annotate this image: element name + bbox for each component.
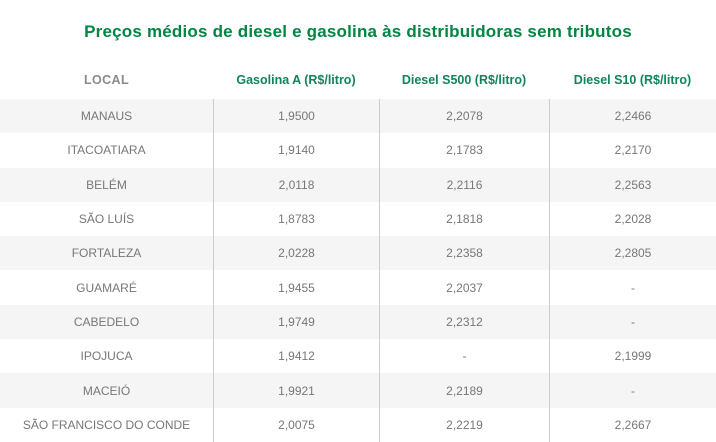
cell-local: SÃO LUÍS: [78, 212, 135, 227]
table-row: SÃO LUÍS 1,8783 2,1818 2,2028: [0, 201, 716, 237]
table-body: MANAUS 1,9500 2,2078 2,2466 ITACOATIARA 1,914…: [0, 99, 716, 442]
cell-gasolina-a: 1,9412: [213, 339, 379, 374]
cell-gasolina-a: 1,8783: [213, 201, 379, 237]
cell-diesel-s10: 2,2170: [549, 133, 716, 168]
cell-gasolina-a: 2,0118: [213, 167, 379, 202]
cell-diesel-s500: 2,2219: [379, 407, 549, 442]
cell-diesel-s500: 2,2312: [379, 304, 549, 340]
table-header-row: LOCAL Gasolina A (R$/litro) Diesel S500 …: [0, 60, 716, 99]
cell-diesel-s10: 2,2466: [549, 99, 716, 134]
cell-local: ITACOATIARA: [67, 143, 146, 158]
cell-diesel-s10: 2,2028: [549, 201, 716, 237]
fuel-prices-table: LOCAL Gasolina A (R$/litro) Diesel S500 …: [0, 60, 716, 442]
cell-diesel-s500: 2,2037: [379, 270, 549, 305]
cell-local: CABEDELO: [73, 314, 140, 329]
cell-diesel-s500: 2,2358: [379, 236, 549, 271]
cell-gasolina-a: 2,0228: [213, 236, 379, 271]
table-row: IPOJUCA 1,9412-2,1999: [0, 339, 716, 374]
cell-diesel-s10: 2,2563: [549, 167, 716, 202]
column-header-diesel-s10[interactable]: Diesel S10 (R$/litro): [573, 72, 692, 87]
page-title: Preços médios de diesel e gasolina às di…: [84, 22, 632, 41]
table-row: MACEIÓ 1,9921 2,2189-: [0, 373, 716, 408]
cell-gasolina-a: 2,0075: [213, 407, 379, 442]
cell-diesel-s10: -: [549, 373, 716, 408]
cell-local: MANAUS: [80, 109, 133, 124]
cell-local: MACEIÓ: [82, 383, 131, 398]
table-row: CABEDELO 1,9749 2,2312-: [0, 304, 716, 340]
cell-local: FORTALEZA: [71, 246, 142, 261]
cell-gasolina-a: 1,9500: [213, 99, 379, 134]
cell-diesel-s500: 2,2078: [379, 99, 549, 134]
cell-diesel-s10: 2,2667: [549, 407, 716, 442]
cell-diesel-s500: 2,1818: [379, 201, 549, 237]
cell-local: GUAMARÉ: [76, 280, 137, 295]
cell-gasolina-a: 1,9749: [213, 304, 379, 340]
cell-gasolina-a: 1,9921: [213, 373, 379, 408]
table-row: ITACOATIARA 1,9140 2,1783 2,2170: [0, 133, 716, 168]
title-bar: Preços médios de diesel e gasolina às di…: [0, 0, 716, 60]
table-row: GUAMARÉ 1,9455 2,2037-: [0, 270, 716, 305]
cell-local: IPOJUCA: [80, 349, 133, 364]
cell-local: BELÉM: [86, 177, 127, 192]
table-row: FORTALEZA 2,0228 2,2358 2,2805: [0, 236, 716, 271]
table-row: SÃO FRANCISCO DO CONDE 2,0075 2,2219 2,2667: [0, 407, 716, 442]
table-row: BELÉM 2,0118 2,2116 2,2563: [0, 167, 716, 202]
table-row: MANAUS 1,9500 2,2078 2,2466: [0, 99, 716, 134]
column-header-diesel-s500[interactable]: Diesel S500 (R$/litro): [401, 72, 527, 87]
cell-gasolina-a: 1,9140: [213, 133, 379, 168]
cell-diesel-s10: 2,2805: [549, 236, 716, 271]
cell-gasolina-a: 1,9455: [213, 270, 379, 305]
cell-diesel-s10: -: [549, 270, 716, 305]
cell-diesel-s500: 2,2189: [379, 373, 549, 408]
column-header-local[interactable]: LOCAL: [83, 72, 130, 87]
cell-diesel-s10: 2,1999: [549, 339, 716, 374]
column-header-gasolina-a[interactable]: Gasolina A (R$/litro): [236, 72, 356, 87]
cell-diesel-s10: -: [549, 304, 716, 340]
cell-diesel-s500: 2,2116: [379, 167, 549, 202]
cell-diesel-s500: 2,1783: [379, 133, 549, 168]
cell-local: SÃO FRANCISCO DO CONDE: [22, 417, 191, 432]
cell-diesel-s500: -: [379, 339, 549, 374]
